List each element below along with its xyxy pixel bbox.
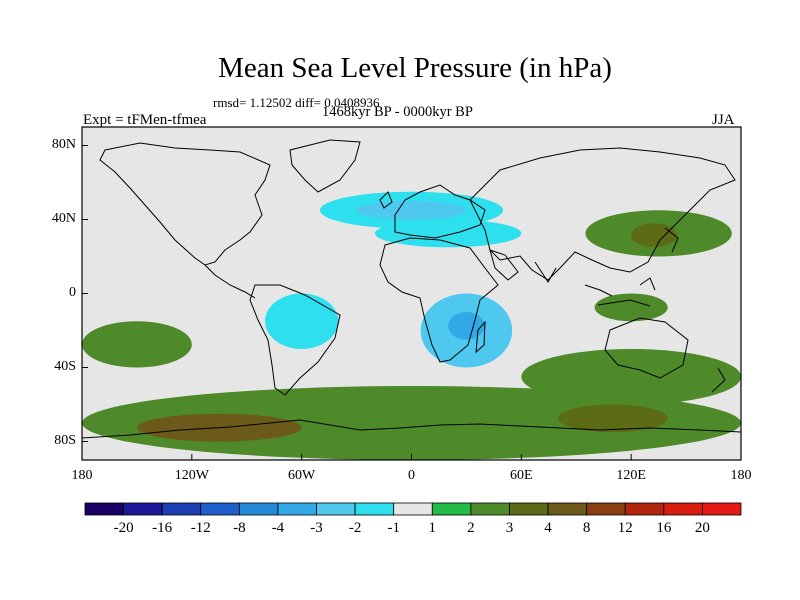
colorbar-swatch (84, 502, 124, 516)
colorbar-label: -20 (113, 520, 134, 536)
period-label: 1468kyr BP - 0000kyr BP (322, 104, 473, 120)
colorbar-label: 12 (617, 520, 633, 536)
colorbar-swatch (509, 502, 549, 516)
anomaly-south-indian-high (521, 349, 741, 405)
colorbar-label: -1 (387, 520, 400, 536)
colorbar-label: -12 (190, 520, 211, 536)
axis-ticks (81, 145, 742, 460)
colorbar-swatch (354, 502, 395, 516)
colorbar-label: 2 (467, 520, 475, 536)
coastlines (82, 139, 741, 439)
anomaly-southern-africa-core (448, 312, 485, 340)
anomaly-mediterranean-low (374, 219, 522, 248)
colorbar-swatch (161, 502, 202, 516)
lon-tick-label: 120W (174, 468, 209, 483)
anomaly-southern-ocean-high (82, 386, 741, 460)
colorbar-label: 8 (582, 520, 591, 536)
colorbar-label: 4 (544, 520, 552, 536)
colorbar-swatch (200, 502, 240, 516)
lat-tick-label: 40N (51, 210, 76, 226)
colorbar-swatch (547, 502, 588, 516)
colorbar-swatch (586, 502, 626, 516)
stats-line: rmsd= 1.12502 diff= 0.0408936 (213, 95, 380, 110)
colorbar-swatch (393, 502, 433, 516)
anomaly-north-atlantic-core-low (356, 201, 467, 220)
lon-tick-label: 60W (288, 468, 316, 483)
anomaly-south-america-low (265, 293, 339, 349)
colorbar-swatch (702, 502, 742, 516)
anomaly-east-asia-core-high (631, 223, 677, 248)
colorbar-label: 1 (428, 520, 437, 536)
colorbar-label: 20 (694, 520, 710, 536)
colorbar-label: -4 (271, 520, 285, 536)
colorbar-swatch (123, 502, 163, 516)
colorbar-label: 16 (656, 520, 672, 536)
lon-tick-label: 120E (616, 468, 646, 483)
figure-title: Mean Sea Level Pressure (in hPa) (218, 52, 612, 84)
colorbar-label: -16 (152, 520, 173, 536)
lat-tick-label: 80N (51, 136, 76, 152)
anomaly-atlantic-subtropical-band (210, 238, 430, 275)
lat-tick-label: 40S (54, 358, 76, 374)
colorbar-swatch (431, 502, 472, 516)
colorbar-label: -8 (233, 520, 246, 536)
colorbar-label: -3 (310, 520, 323, 536)
colorbar-label: 3 (505, 520, 514, 536)
lon-tick-label: 0 (408, 468, 415, 483)
lat-tick-label: 0 (69, 284, 76, 300)
lat-tick-label: 80S (54, 432, 76, 448)
colorbar-swatch (238, 502, 279, 516)
lon-tick-label: 180 (730, 468, 752, 483)
lon-tick-label: 60E (510, 468, 533, 483)
colorbar-swatch (624, 502, 665, 516)
anomaly-southwest-pacific-high (82, 321, 192, 368)
colorbar-swatch (277, 502, 317, 516)
colorbar-swatch (316, 502, 356, 516)
season-label: JJA (712, 112, 735, 128)
anomaly-south-indian-core (557, 404, 668, 433)
colorbar-label: -2 (348, 520, 362, 536)
pressure-anomaly-field (82, 191, 741, 460)
lon-tick-label: 180 (71, 468, 93, 483)
anomaly-west-pacific-high (594, 293, 668, 322)
colorbar-swatch (663, 502, 703, 516)
colorbar-swatch (470, 502, 510, 516)
experiment-label: Expt = tFMen-tfmea (83, 112, 207, 128)
colorbar (84, 502, 742, 516)
